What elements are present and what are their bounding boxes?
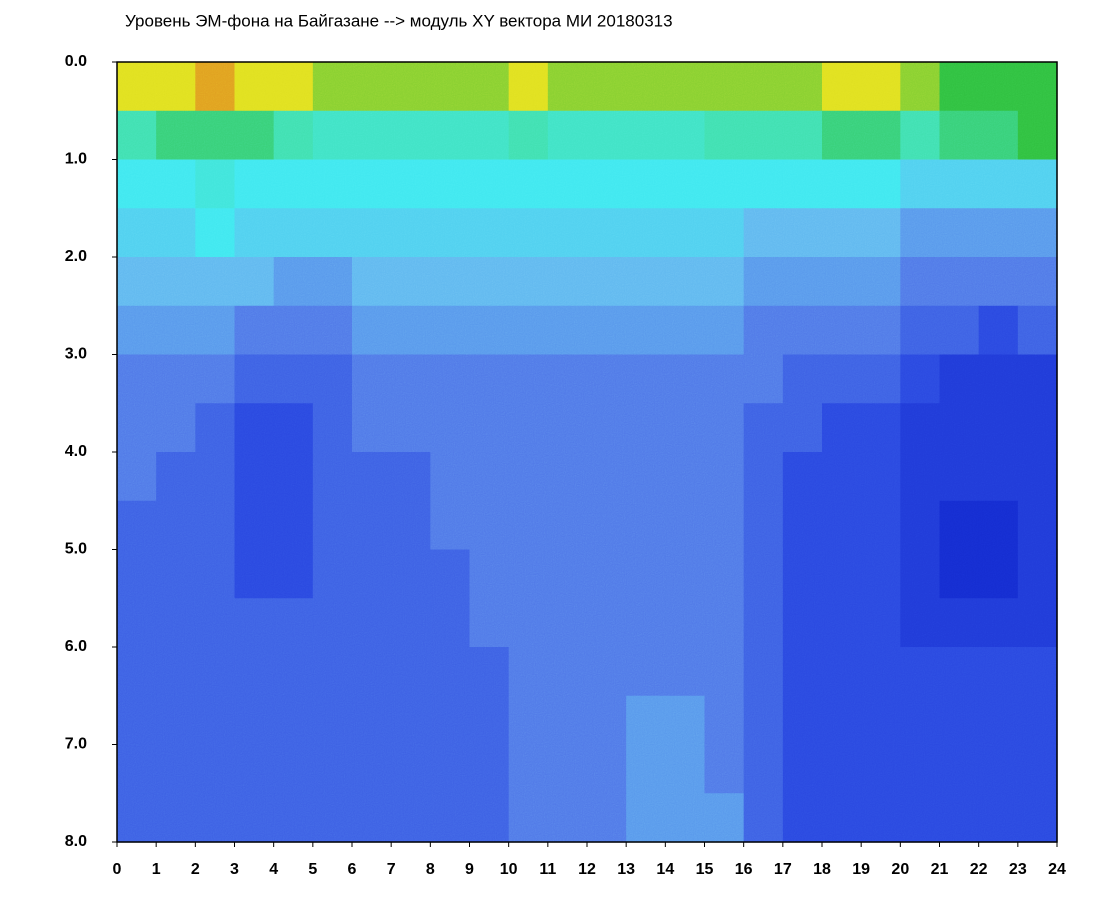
x-tick-label: 5 — [308, 861, 317, 878]
y-tick-label: 8.0 — [65, 833, 87, 850]
x-tick-label: 12 — [578, 861, 596, 878]
texture — [117, 62, 1057, 842]
y-tick-label: 7.0 — [65, 736, 87, 753]
y-tick-label: 4.0 — [65, 443, 87, 460]
x-tick-label: 9 — [465, 861, 474, 878]
y-tick-label: 0.0 — [65, 53, 87, 70]
y-tick-label: 2.0 — [65, 248, 87, 265]
y-tick-label: 5.0 — [65, 541, 87, 558]
x-tick-label: 23 — [1009, 861, 1027, 878]
x-tick-label: 4 — [269, 861, 278, 878]
x-tick-label: 8 — [426, 861, 435, 878]
x-tick-label: 0 — [113, 861, 122, 878]
y-tick-label: 6.0 — [65, 638, 87, 655]
x-tick-label: 1 — [152, 861, 161, 878]
chart-title: Уровень ЭМ-фона на Байгазане --> модуль … — [125, 11, 673, 30]
x-tick-label: 17 — [774, 861, 792, 878]
x-tick-label: 18 — [813, 861, 831, 878]
x-tick-label: 11 — [539, 861, 556, 878]
x-tick-label: 7 — [387, 861, 396, 878]
x-tick-label: 2 — [191, 861, 200, 878]
x-tick-label: 16 — [735, 861, 753, 878]
x-tick-label: 3 — [230, 861, 239, 878]
x-tick-label: 15 — [696, 861, 714, 878]
x-tick-label: 13 — [617, 861, 635, 878]
y-tick-label: 1.0 — [65, 151, 87, 168]
axes: 0 1 2 3 4 5 6 7 8 9 10 11 12 13 14 15 16 17 18 19 20 21 22 23 24… — [65, 53, 1066, 878]
x-tick-label: 21 — [931, 861, 949, 878]
x-tick-label: 24 — [1048, 861, 1066, 878]
y-tick-label: 3.0 — [65, 346, 87, 363]
x-tick-label: 14 — [656, 861, 674, 878]
x-tick-label: 6 — [348, 861, 357, 878]
x-tick-label: 20 — [891, 861, 909, 878]
x-tick-label: 10 — [500, 861, 518, 878]
x-tick-label: 19 — [852, 861, 870, 878]
x-tick-label: 22 — [970, 861, 988, 878]
